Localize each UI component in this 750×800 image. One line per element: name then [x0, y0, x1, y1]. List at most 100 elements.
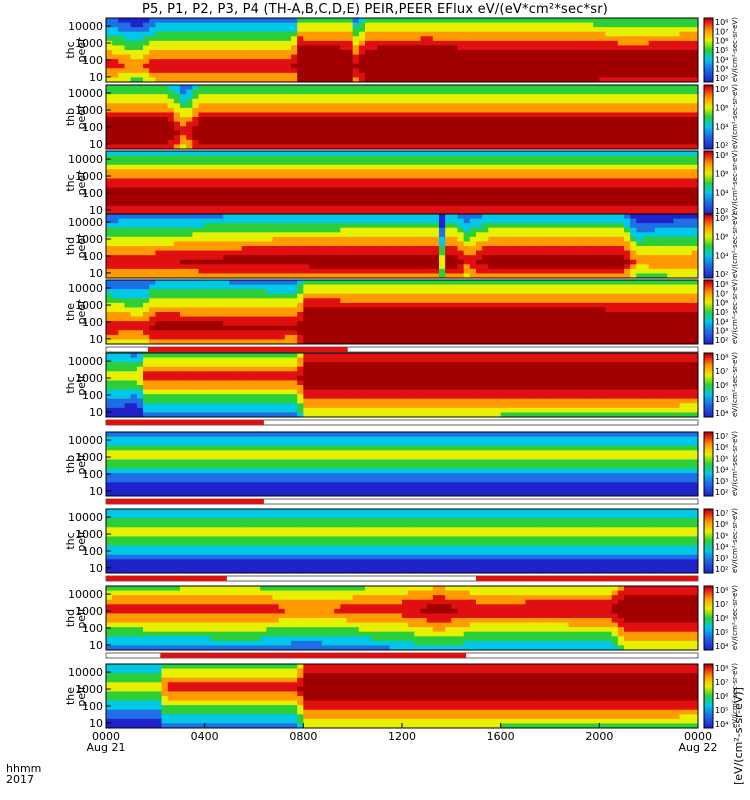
- spectrogram-cell: [580, 144, 588, 150]
- spectrogram-cell: [445, 77, 452, 83]
- spectrogram-cell: [149, 85, 156, 90]
- spectrogram-cell: [321, 77, 329, 83]
- spectrogram-cell: [247, 246, 255, 251]
- spectrogram-cell: [371, 18, 378, 23]
- spectrogram-cell: [537, 50, 545, 55]
- spectrogram-cell: [254, 164, 261, 170]
- spectrogram-cell: [173, 135, 181, 141]
- spectrogram-cell: [365, 201, 372, 207]
- spectrogram-cell: [241, 40, 249, 46]
- spectrogram-cell: [161, 214, 169, 219]
- spectrogram-cell: [494, 36, 502, 42]
- spectrogram-cell: [192, 201, 199, 207]
- spectrogram-cell: [426, 59, 434, 65]
- spectrogram-cell: [291, 255, 298, 261]
- spectrogram-cell: [679, 22, 687, 28]
- spectrogram-cell: [525, 135, 532, 141]
- spectrogram-cell: [488, 151, 495, 156]
- spectrogram-cell: [457, 273, 465, 279]
- spectrogram-cell: [432, 255, 440, 261]
- spectrogram-cell: [254, 218, 261, 224]
- spectrogram-cell: [451, 121, 458, 127]
- spectrogram-cell: [642, 183, 650, 188]
- spectrogram-cell: [556, 169, 563, 175]
- spectrogram-cell: [457, 36, 465, 42]
- spectrogram-cell: [130, 227, 138, 233]
- spectrogram-cell: [488, 218, 495, 224]
- spectrogram-cell: [278, 232, 286, 238]
- spectrogram-cell: [247, 210, 255, 216]
- spectrogram-cell: [180, 183, 187, 188]
- spectrogram-cell: [328, 68, 335, 74]
- spectrogram-cell: [599, 31, 606, 37]
- spectrogram-cell: [217, 117, 224, 122]
- spectrogram-cell: [358, 112, 366, 118]
- spectrogram-cell: [365, 273, 372, 279]
- spectrogram-cell: [543, 27, 551, 33]
- spectrogram-cell: [636, 54, 643, 60]
- spectrogram-cell: [143, 205, 150, 211]
- spectrogram-cell: [291, 27, 298, 33]
- spectrogram-cell: [673, 59, 680, 65]
- spectrogram-cell: [506, 50, 514, 55]
- spectrogram-cell: [605, 169, 613, 175]
- spectrogram-cell: [309, 236, 317, 242]
- spectrogram-cell: [432, 45, 440, 51]
- spectrogram-cell: [247, 236, 255, 242]
- spectrogram-cell: [574, 107, 582, 113]
- spectrogram-cell: [198, 259, 206, 265]
- spectrogram-cell: [519, 22, 526, 28]
- spectrogram-cell: [192, 94, 199, 100]
- spectrogram-cell: [352, 130, 360, 136]
- spectrogram-cell: [587, 135, 594, 141]
- spectrogram-cell: [556, 89, 563, 95]
- spectrogram-cell: [315, 246, 323, 251]
- spectrogram-cell: [661, 98, 668, 104]
- spectrogram-cell: [605, 183, 613, 188]
- spectrogram-cell: [346, 117, 354, 122]
- spectrogram-cell: [519, 36, 526, 42]
- spectrogram-cell: [550, 155, 557, 161]
- spectrogram-cell: [204, 169, 212, 175]
- spectrogram-cell: [161, 107, 169, 113]
- spectrogram-cell: [321, 169, 329, 175]
- spectrogram-cell: [445, 264, 452, 270]
- spectrogram-cell: [494, 178, 502, 184]
- spectrogram-cell: [457, 227, 465, 233]
- spectrogram-cell: [217, 45, 224, 51]
- spectrogram-cell: [192, 121, 199, 127]
- spectrogram-cell: [432, 85, 440, 90]
- spectrogram-cell: [636, 135, 643, 141]
- spectrogram-cell: [482, 232, 489, 238]
- spectrogram-cell: [241, 135, 249, 141]
- spectrogram-cell: [432, 259, 440, 265]
- spectrogram-cell: [691, 151, 699, 156]
- spectrogram-cell: [167, 40, 175, 46]
- spectrogram-cell: [192, 268, 199, 274]
- spectrogram-cell: [235, 273, 243, 279]
- spectrogram-cell: [340, 160, 347, 166]
- spectrogram-cell: [167, 255, 175, 261]
- spectrogram-cell: [488, 126, 495, 132]
- spectrogram-cell: [167, 139, 175, 145]
- spectrogram-cell: [445, 151, 452, 156]
- spectrogram-cell: [352, 54, 360, 60]
- spectrogram-cell: [321, 36, 329, 42]
- spectrogram-cell: [661, 40, 668, 46]
- spectrogram-cell: [402, 85, 409, 90]
- spectrogram-cell: [476, 196, 483, 202]
- spectrogram-cell: [309, 89, 317, 95]
- spectrogram-cell: [476, 54, 483, 60]
- spectrogram-cell: [352, 223, 360, 229]
- spectrogram-cell: [463, 45, 471, 51]
- spectrogram-cell: [192, 223, 199, 229]
- spectrogram-cell: [463, 169, 471, 175]
- spectrogram-cell: [204, 264, 212, 270]
- spectrogram-cell: [204, 173, 212, 179]
- spectrogram-cell: [278, 205, 286, 211]
- spectrogram-cell: [106, 54, 113, 60]
- spectrogram-cell: [543, 36, 551, 42]
- spectrogram-cell: [272, 144, 280, 150]
- spectrogram-cell: [155, 241, 162, 247]
- spectrogram-cell: [580, 54, 588, 60]
